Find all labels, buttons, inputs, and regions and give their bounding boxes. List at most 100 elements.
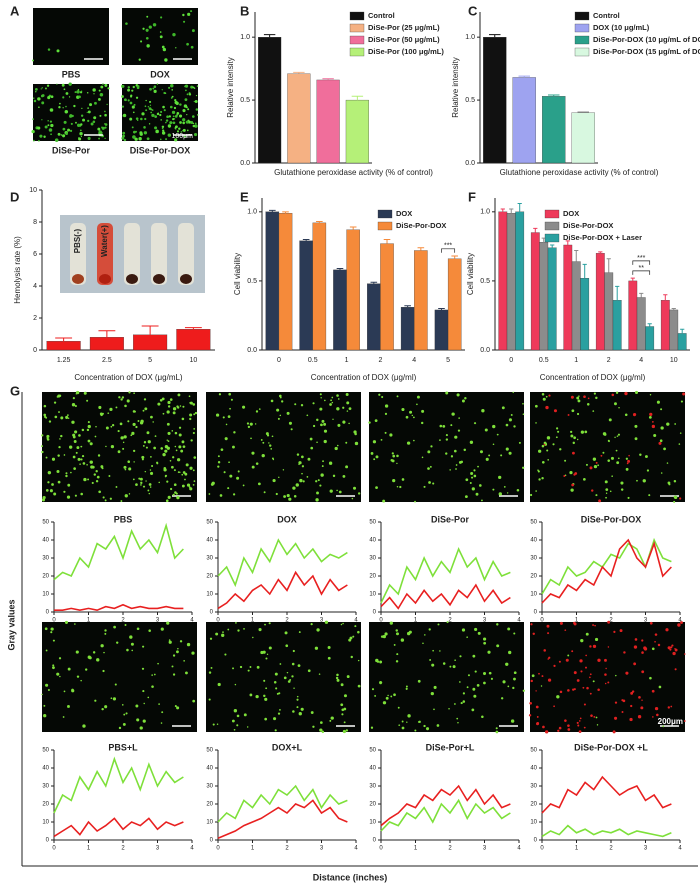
cell-dot <box>96 658 100 662</box>
cell-dot <box>233 431 236 434</box>
cell-dot <box>459 681 461 683</box>
cell-dot <box>634 437 638 441</box>
cell-dot <box>541 444 545 448</box>
cell-dot <box>473 422 477 425</box>
error-bar <box>671 308 676 310</box>
cell-dot <box>165 121 167 124</box>
cell-dot <box>41 87 43 89</box>
cell-dot <box>67 128 71 132</box>
cell-dot <box>98 137 101 140</box>
cell-dot <box>577 724 580 727</box>
x-tick-label: 2 <box>121 846 125 852</box>
cell-dot <box>120 436 124 440</box>
cell-dot <box>522 466 525 469</box>
bar <box>333 269 347 351</box>
cell-dot <box>321 419 325 423</box>
cell-dot <box>107 87 110 90</box>
micrograph <box>530 392 685 502</box>
cell-dot <box>122 134 126 138</box>
cell-dot <box>132 111 135 114</box>
cell-dot <box>35 91 37 93</box>
cell-dot <box>472 687 476 691</box>
cell-dot <box>174 114 178 118</box>
cell-dot <box>172 115 175 118</box>
cell-dot <box>137 85 140 88</box>
y-tick-label: 30 <box>530 556 537 562</box>
cell-dot <box>315 480 318 483</box>
cell-dot <box>135 425 138 429</box>
cell-dot <box>479 484 482 487</box>
cell-dot <box>196 114 199 116</box>
cell-dot <box>184 98 188 102</box>
cell-dot <box>121 396 125 399</box>
cell-dot <box>125 712 128 715</box>
cell-dot <box>338 490 342 494</box>
cell-dot <box>153 446 156 450</box>
cell-dot <box>80 90 83 92</box>
cell-dot <box>317 479 320 482</box>
cell-dot <box>674 423 677 425</box>
cell-dot <box>660 408 663 411</box>
cell-dot <box>537 470 540 473</box>
cell-dot <box>657 643 661 647</box>
cell-dot <box>559 448 562 451</box>
cell-dot <box>573 622 577 626</box>
cell-dot <box>54 138 59 142</box>
cell-dot <box>192 86 195 89</box>
cell-dot <box>543 649 546 652</box>
cell-dot <box>405 685 408 688</box>
cell-dot <box>585 463 588 466</box>
cell-dot <box>680 400 683 403</box>
y-tick-label: 2 <box>33 315 37 322</box>
cell-dot <box>239 665 243 669</box>
pellet <box>180 274 192 284</box>
cell-dot <box>471 476 474 479</box>
cell-dot <box>375 486 378 489</box>
error-bar <box>547 94 560 97</box>
cell-dot <box>538 672 540 675</box>
cell-dot <box>666 462 669 464</box>
cell-dot <box>179 103 182 106</box>
cell-dot <box>62 127 66 131</box>
legend-label: DiSe-Por (25 μg/mL) <box>368 23 440 32</box>
cell-dot <box>66 414 69 417</box>
cell-dot <box>41 498 46 502</box>
cell-dot <box>129 635 133 639</box>
cell-dot <box>546 436 551 440</box>
cell-dot <box>124 468 127 471</box>
cell-dot <box>368 421 371 424</box>
cell-dot <box>217 460 221 464</box>
cell-dot <box>91 481 94 485</box>
cell-dot <box>92 88 96 92</box>
cell-dot <box>115 406 118 409</box>
cell-dot <box>35 126 38 129</box>
error-bar <box>639 292 644 298</box>
cell-dot <box>69 114 73 118</box>
cell-dot <box>178 114 183 118</box>
cell-dot <box>558 726 562 730</box>
cell-dot <box>50 631 53 634</box>
cell-dot <box>137 420 140 422</box>
cell-dot <box>165 138 168 141</box>
cell-dot <box>522 689 525 692</box>
cell-dot <box>58 106 61 109</box>
cell-dot <box>658 685 662 689</box>
cell-dot <box>662 725 665 728</box>
y-tick-label: 20 <box>369 574 376 580</box>
cell-dot <box>268 442 270 444</box>
cell-dot <box>641 639 644 642</box>
cell-dot <box>454 703 456 705</box>
cell-dot <box>337 423 341 427</box>
y-tick-label: 10 <box>369 592 376 598</box>
cell-dot <box>371 688 375 691</box>
cell-dot <box>563 474 566 477</box>
cell-dot <box>279 414 282 417</box>
cell-dot <box>232 667 234 670</box>
bar <box>287 73 311 164</box>
x-tick-label: 4 <box>678 618 682 624</box>
cell-dot <box>576 438 579 441</box>
cell-dot <box>162 105 165 109</box>
micrograph <box>33 8 109 65</box>
micrograph <box>42 392 197 502</box>
cell-dot <box>459 655 462 658</box>
